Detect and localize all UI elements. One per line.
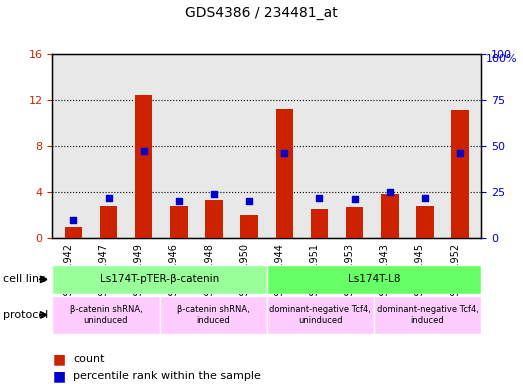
Bar [451, 110, 469, 238]
Bar [311, 209, 328, 238]
Point [350, 196, 359, 202]
FancyBboxPatch shape [267, 265, 481, 294]
Bar [346, 207, 363, 238]
Text: count: count [73, 354, 105, 364]
Point [210, 191, 218, 197]
Bar [65, 227, 82, 238]
Text: ■: ■ [52, 352, 65, 366]
FancyBboxPatch shape [374, 296, 481, 334]
Text: Ls174T-pTER-β-catenin: Ls174T-pTER-β-catenin [100, 274, 219, 285]
Point [385, 189, 394, 195]
Text: β-catenin shRNA,
uninduced: β-catenin shRNA, uninduced [70, 305, 142, 324]
Text: percentile rank within the sample: percentile rank within the sample [73, 371, 261, 381]
Point [105, 194, 113, 200]
Point [420, 194, 429, 200]
Text: GDS4386 / 234481_at: GDS4386 / 234481_at [185, 6, 338, 20]
Bar [205, 200, 223, 238]
Bar [416, 206, 434, 238]
Text: Ls174T-L8: Ls174T-L8 [348, 274, 400, 285]
Bar [381, 194, 399, 238]
FancyBboxPatch shape [52, 296, 160, 334]
Bar [100, 206, 117, 238]
Text: cell line: cell line [3, 274, 46, 285]
Point [280, 150, 289, 156]
FancyBboxPatch shape [52, 265, 267, 294]
Point [315, 194, 324, 200]
Point [175, 198, 183, 204]
Text: dominant-negative Tcf4,
uninduced: dominant-negative Tcf4, uninduced [269, 305, 371, 324]
Point [69, 217, 77, 223]
Point [245, 198, 253, 204]
Point [456, 150, 464, 156]
Bar [241, 215, 258, 238]
Text: 100%: 100% [485, 54, 517, 64]
Text: ■: ■ [52, 369, 65, 383]
Bar [135, 95, 153, 238]
FancyBboxPatch shape [160, 296, 267, 334]
FancyBboxPatch shape [267, 296, 374, 334]
Text: protocol: protocol [3, 310, 48, 320]
Bar [276, 109, 293, 238]
Text: β-catenin shRNA,
induced: β-catenin shRNA, induced [177, 305, 249, 324]
Point [140, 148, 148, 154]
Text: dominant-negative Tcf4,
induced: dominant-negative Tcf4, induced [377, 305, 479, 324]
Bar [170, 206, 188, 238]
